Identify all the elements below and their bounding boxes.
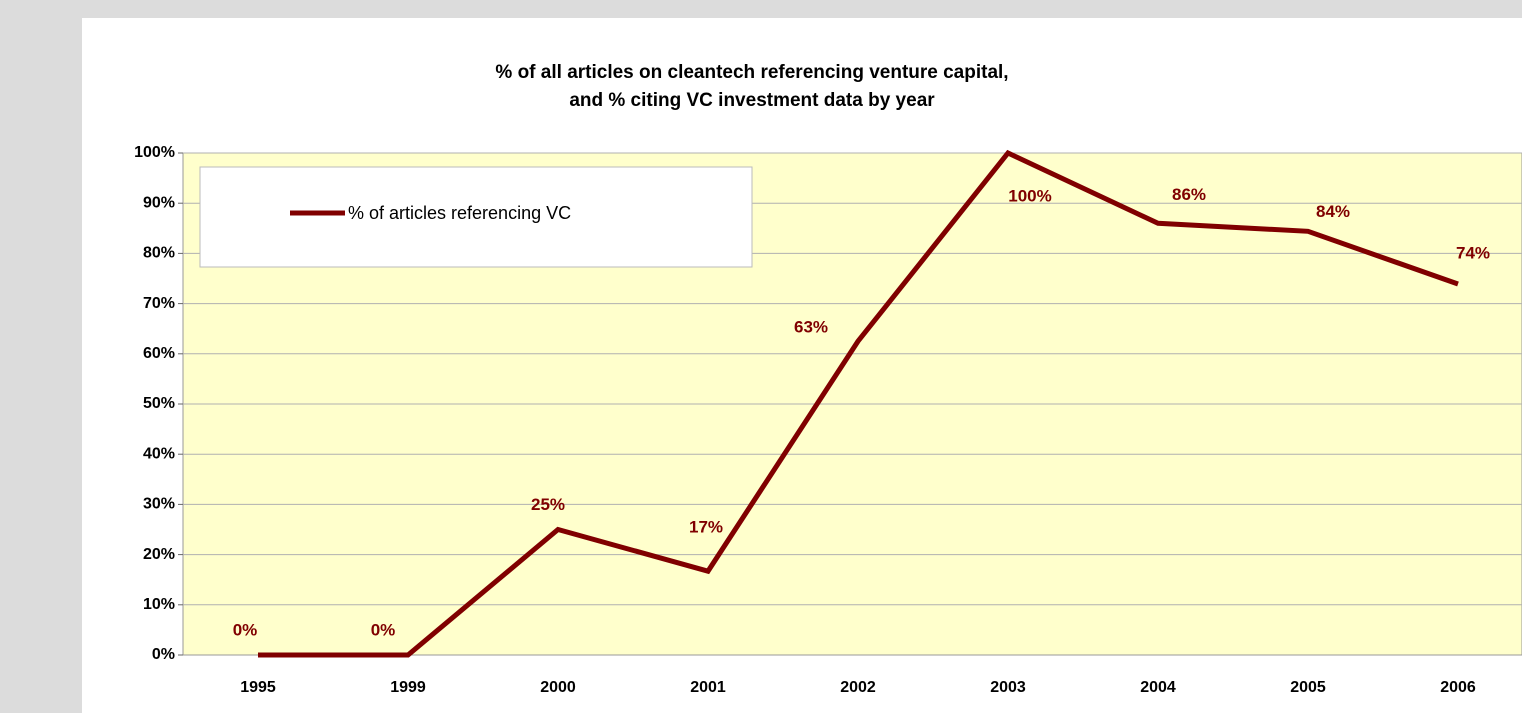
y-tick-label: 20%	[143, 546, 175, 563]
legend-label: % of articles referencing VC	[348, 203, 571, 223]
x-tick-label: 2006	[1440, 679, 1476, 696]
data-label: 25%	[531, 495, 565, 514]
y-tick-label: 100%	[134, 144, 175, 161]
y-tick-label: 30%	[143, 496, 175, 513]
x-tick-label: 1995	[240, 679, 276, 696]
data-label: 86%	[1172, 185, 1206, 204]
data-label: 63%	[794, 318, 828, 337]
chart-title: % of all articles on cleantech referenci…	[495, 62, 1008, 83]
x-tick-label: 1999	[390, 679, 426, 696]
x-tick-label: 2001	[690, 679, 726, 696]
data-line	[258, 149, 1459, 658]
data-label: 0%	[371, 620, 396, 639]
data-label: 0%	[233, 620, 258, 639]
y-tick-label: 60%	[143, 345, 175, 362]
x-tick-label: 2003	[990, 679, 1026, 696]
data-label: 84%	[1316, 202, 1350, 221]
x-tick-label: 2005	[1290, 679, 1326, 696]
y-tick-label: 50%	[143, 395, 175, 412]
legend-box	[199, 166, 753, 268]
data-label: 17%	[689, 518, 723, 537]
x-tick-label: 2002	[840, 679, 876, 696]
chart-title: and % citing VC investment data by year	[569, 90, 935, 111]
data-label: 74%	[1456, 244, 1490, 263]
data-label: 100%	[1008, 186, 1051, 205]
x-tick-label: 2000	[540, 679, 576, 696]
y-tick-label: 80%	[143, 245, 175, 262]
y-tick-label: 0%	[152, 646, 175, 663]
y-tick-label: 10%	[143, 596, 175, 613]
y-tick-label: 90%	[143, 194, 175, 211]
y-tick-label: 70%	[143, 295, 175, 312]
plot: 0% 10% 20% 30% 40% 50% 60% 70% 80% 90% 100% 1995 199…	[134, 144, 1522, 696]
x-tick-label: 2004	[1140, 679, 1176, 696]
y-tick-label: 40%	[143, 445, 175, 462]
